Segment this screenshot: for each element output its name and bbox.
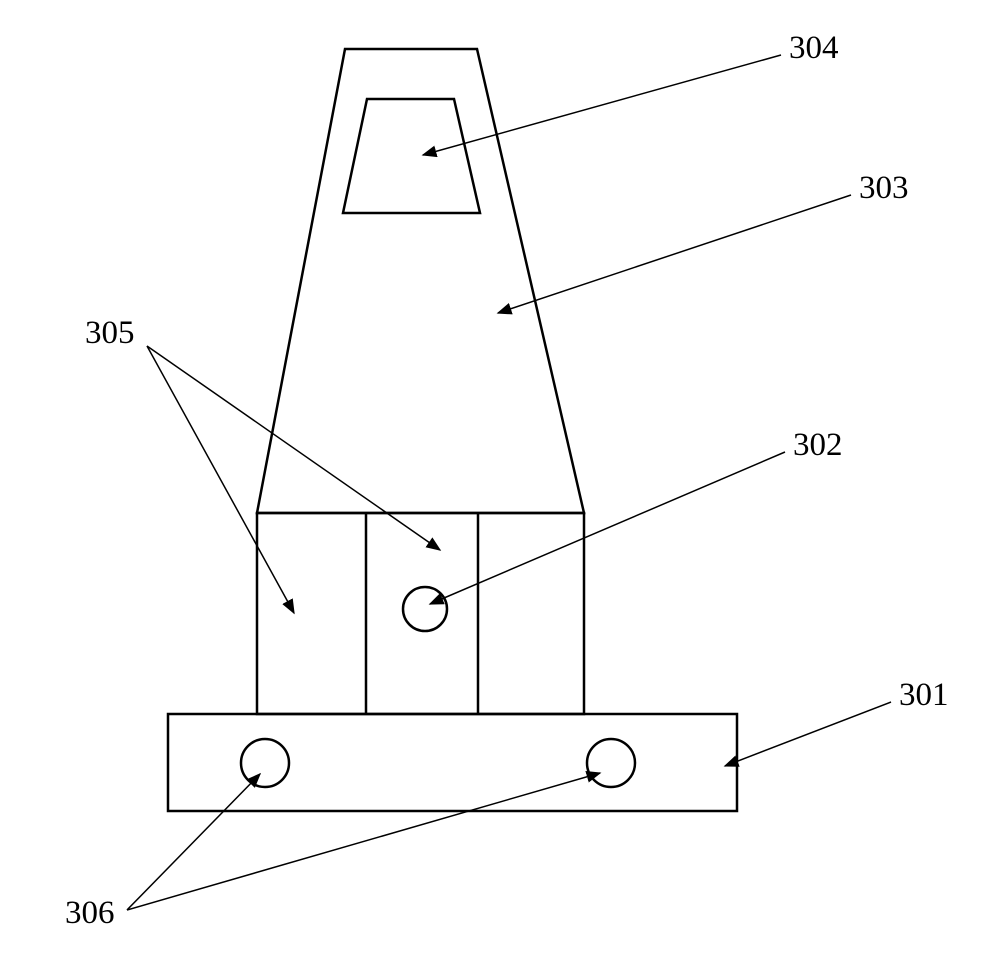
leader-line — [127, 774, 260, 910]
leader-line — [423, 55, 781, 155]
label-304: 304 — [789, 30, 839, 67]
label-306: 306 — [65, 895, 115, 932]
hole-base-right — [587, 739, 635, 787]
label-302: 302 — [793, 427, 843, 464]
leader-line — [498, 195, 851, 313]
label-301: 301 — [899, 677, 949, 714]
inner-trapezoid — [343, 99, 480, 213]
leader-line — [430, 452, 785, 604]
base-plate — [168, 714, 737, 811]
diagram-svg — [0, 0, 1000, 958]
hole-base-left — [241, 739, 289, 787]
leader-line — [127, 773, 600, 910]
diagram-canvas: 304 303 305 302 301 306 — [0, 0, 1000, 958]
hole-center — [403, 587, 447, 631]
label-305: 305 — [85, 315, 135, 352]
label-303: 303 — [859, 170, 909, 207]
riser-block — [257, 513, 584, 714]
leader-line — [147, 346, 294, 613]
leader-line — [147, 346, 440, 550]
outer-trapezoid — [257, 49, 584, 513]
leader-line — [725, 702, 891, 766]
